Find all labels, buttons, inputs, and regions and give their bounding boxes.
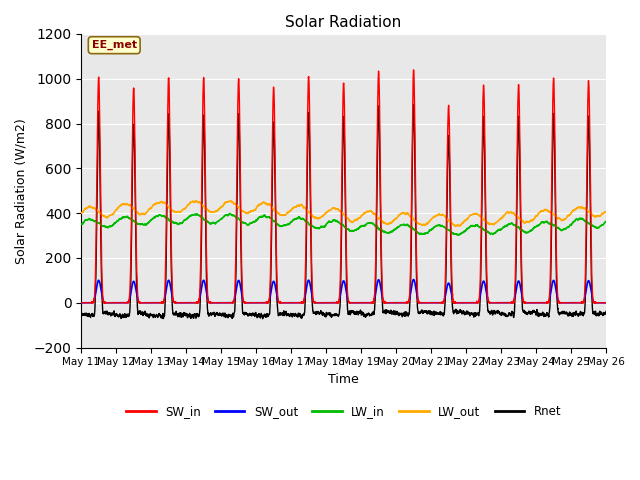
Title: Solar Radiation: Solar Radiation (285, 15, 402, 30)
Legend: SW_in, SW_out, LW_in, LW_out, Rnet: SW_in, SW_out, LW_in, LW_out, Rnet (122, 401, 566, 423)
X-axis label: Time: Time (328, 373, 359, 386)
Y-axis label: Solar Radiation (W/m2): Solar Radiation (W/m2) (15, 118, 28, 264)
Text: EE_met: EE_met (92, 40, 137, 50)
